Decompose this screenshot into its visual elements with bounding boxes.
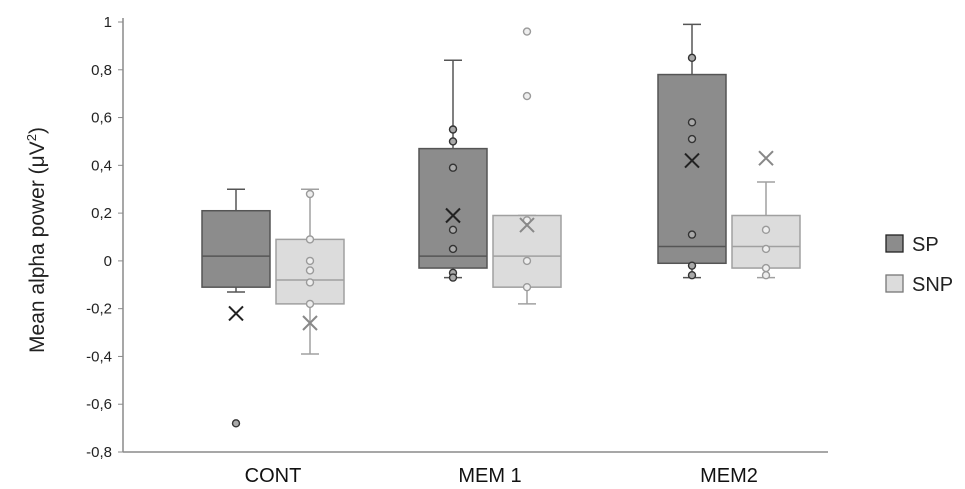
data-point (305, 235, 315, 244)
x-category-label: CONT (245, 465, 302, 487)
iqr-box (731, 214, 801, 269)
data-point (687, 271, 697, 280)
data-point (305, 189, 315, 199)
mean-marker (302, 315, 318, 331)
outlier-point (522, 27, 532, 36)
y-tick-label: -0,8 (86, 444, 112, 461)
legend-label-snp: SNP (912, 274, 953, 296)
data-point (687, 118, 697, 127)
data-point (305, 278, 315, 287)
data-point (448, 273, 458, 282)
mean-marker (519, 217, 535, 233)
legend-label-sp: SP (912, 234, 939, 256)
data-point (448, 225, 458, 235)
mean-marker (228, 305, 244, 322)
y-tick-label: 0 (104, 253, 112, 270)
mean-marker (445, 207, 461, 224)
data-point (305, 256, 315, 266)
mean-marker (684, 152, 700, 169)
mean-marker (758, 150, 774, 166)
data-point (761, 271, 771, 280)
outlier-point (522, 91, 532, 101)
box-snp-1 (492, 27, 562, 305)
data-point (448, 137, 458, 146)
box-sp-2 (657, 23, 727, 280)
y-tick-label: 0,2 (91, 205, 112, 222)
x-category-label: MEM2 (700, 465, 758, 487)
data-point (687, 53, 697, 63)
data-point (687, 134, 697, 144)
data-point (448, 125, 458, 134)
y-tick-label: 0,8 (91, 62, 112, 79)
iqr-box (492, 214, 562, 288)
box-sp-1 (418, 59, 488, 282)
data-point (761, 225, 771, 235)
y-tick-label: -0,2 (86, 301, 112, 318)
box-snp-0 (275, 188, 345, 355)
y-tick-label: -0,6 (86, 396, 112, 413)
data-point (448, 244, 458, 254)
iqr-box (201, 209, 271, 288)
data-point (761, 263, 771, 273)
legend-swatch-sp (885, 234, 904, 253)
y-tick-label: 0,4 (91, 157, 112, 174)
y-tick-label: -0,4 (86, 348, 112, 365)
data-point (522, 256, 532, 266)
data-point (522, 282, 532, 292)
data-point (305, 299, 315, 309)
data-point (305, 266, 315, 275)
data-point (687, 261, 697, 270)
y-axis-title: Mean alpha power (μV2) (24, 127, 49, 353)
data-point (448, 163, 458, 172)
data-point (687, 230, 697, 239)
y-tick-label: 1 (104, 14, 112, 31)
y-tick-label: 0,6 (91, 110, 112, 127)
box-snp-2 (731, 150, 801, 280)
outlier-point (231, 419, 241, 428)
y-axis-title-superscript: 2 (24, 134, 39, 141)
y-axis-title-main: Mean alpha power (μV (26, 141, 49, 353)
legend-swatch-snp (885, 274, 904, 293)
x-category-label: MEM 1 (458, 465, 521, 487)
y-axis-title-end: ) (26, 127, 49, 134)
plot-area (201, 23, 801, 428)
box-sp-0 (201, 188, 271, 428)
legend: SP SNP (885, 234, 953, 296)
data-point (761, 244, 771, 254)
